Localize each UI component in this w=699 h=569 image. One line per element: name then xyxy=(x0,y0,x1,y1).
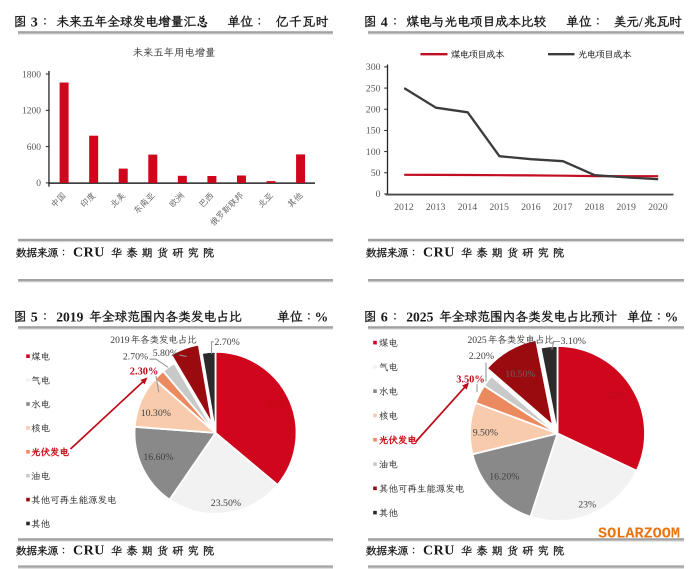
svg-text:%: % xyxy=(665,309,679,324)
svg-text:2019: 2019 xyxy=(56,309,83,324)
svg-text:3.50%: 3.50% xyxy=(456,374,485,385)
svg-text:10.30%: 10.30% xyxy=(141,408,171,419)
svg-text:CRU: CRU xyxy=(423,246,455,261)
svg-text:6: 6 xyxy=(381,310,388,325)
svg-text:2012: 2012 xyxy=(394,202,414,213)
svg-text:SOLARZOOM: SOLARZOOM xyxy=(598,525,680,543)
svg-text:10.50%: 10.50% xyxy=(505,369,535,380)
svg-text:32%: 32% xyxy=(608,390,626,401)
svg-text:2.20%: 2.20% xyxy=(469,351,494,362)
svg-text:2.70%: 2.70% xyxy=(215,337,240,348)
svg-text:2014: 2014 xyxy=(458,202,478,213)
svg-text:150: 150 xyxy=(366,126,381,137)
svg-text:%: % xyxy=(315,309,329,324)
svg-text:2.30%: 2.30% xyxy=(130,366,159,377)
svg-text:2013: 2013 xyxy=(426,202,446,213)
svg-text:600: 600 xyxy=(27,143,42,153)
svg-text:23%: 23% xyxy=(578,500,596,511)
svg-text:36%: 36% xyxy=(266,399,284,410)
svg-text:5.80%: 5.80% xyxy=(153,348,178,359)
svg-text:200: 200 xyxy=(366,105,381,116)
svg-text:4: 4 xyxy=(381,15,388,30)
svg-text:2025: 2025 xyxy=(468,335,487,346)
svg-text:9.50%: 9.50% xyxy=(473,427,498,438)
svg-text:5: 5 xyxy=(31,310,38,325)
svg-text:2018: 2018 xyxy=(585,202,605,213)
svg-text:16.60%: 16.60% xyxy=(143,452,173,463)
svg-text:3.10%: 3.10% xyxy=(561,336,586,347)
svg-text:100: 100 xyxy=(366,147,381,158)
svg-text:250: 250 xyxy=(366,83,381,94)
svg-text:3: 3 xyxy=(31,15,38,30)
svg-text:CRU: CRU xyxy=(423,544,455,559)
svg-text:0: 0 xyxy=(36,179,41,189)
svg-text:1800: 1800 xyxy=(22,70,41,80)
svg-text:23.50%: 23.50% xyxy=(211,498,241,509)
svg-text:2015: 2015 xyxy=(489,202,509,213)
svg-text:0: 0 xyxy=(376,189,381,200)
svg-text:2019: 2019 xyxy=(616,202,636,213)
svg-text:CRU: CRU xyxy=(73,544,105,559)
svg-text:2025: 2025 xyxy=(406,309,433,324)
svg-text:2020: 2020 xyxy=(648,202,668,213)
svg-text:50: 50 xyxy=(371,168,381,179)
svg-text:300: 300 xyxy=(366,62,381,73)
svg-text:1200: 1200 xyxy=(22,107,41,117)
svg-text:/: / xyxy=(638,14,643,29)
svg-text:2.70%: 2.70% xyxy=(123,351,148,362)
svg-text:2017: 2017 xyxy=(553,202,573,213)
svg-text:2019: 2019 xyxy=(110,335,129,346)
svg-text:2016: 2016 xyxy=(521,202,541,213)
svg-text:16.20%: 16.20% xyxy=(489,471,519,482)
svg-text:CRU: CRU xyxy=(73,246,105,261)
